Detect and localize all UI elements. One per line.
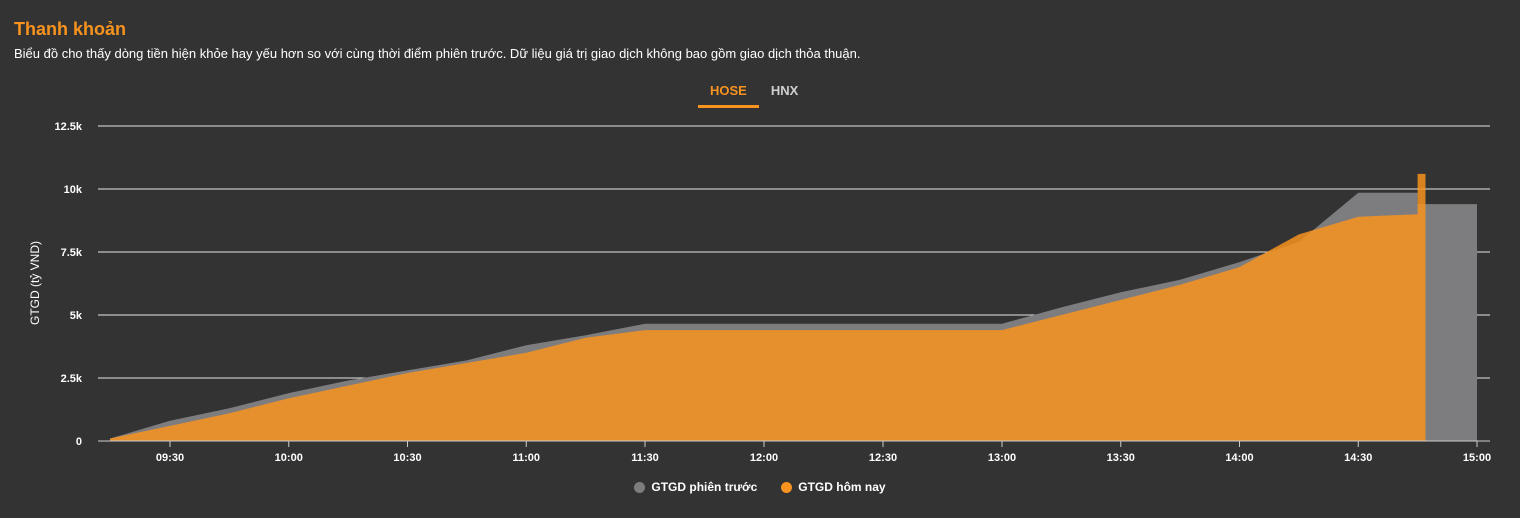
y-tick-label: 10k [64, 184, 83, 196]
axes: 0 2.5k 5k 7.5k 10k 12.5k 09:30 10:00 10:30 11:00 1… [28, 121, 1491, 464]
y-tick-label: 0 [76, 436, 82, 448]
x-tick-label: 11:00 [512, 452, 540, 464]
legend-label-previous: GTGD phiên trước [651, 480, 758, 494]
x-tick-label: 10:00 [275, 452, 303, 464]
exchange-tabs: HOSE HNX [698, 80, 810, 108]
tab-hnx[interactable]: HNX [770, 83, 799, 98]
x-tick-label: 15:00 [1463, 452, 1491, 464]
y-tick-label: 12.5k [54, 121, 82, 133]
x-tick-label: 13:30 [1107, 452, 1135, 464]
area-today [110, 173, 1426, 441]
y-tick-label: 2.5k [61, 373, 83, 385]
x-tick-label: 14:00 [1225, 452, 1253, 464]
x-tick-label: 12:30 [869, 452, 897, 464]
x-tick-label: 13:00 [988, 452, 1016, 464]
series-areas [110, 173, 1477, 441]
legend-dot-today [781, 481, 793, 493]
y-tick-label: 7.5k [61, 247, 83, 259]
x-tick-label: 09:30 [156, 452, 184, 464]
y-axis-title: GTGD (tỷ VND) [28, 241, 42, 325]
x-tick-label: 14:30 [1344, 452, 1372, 464]
chart-subtitle: Biểu đồ cho thấy dòng tiền hiện khỏe hay… [14, 46, 861, 61]
x-tick-label: 12:00 [750, 452, 778, 464]
legend-item-today[interactable]: GTGD hôm nay [781, 480, 886, 494]
y-tick-label: 5k [70, 310, 83, 322]
legend-item-previous[interactable]: GTGD phiên trước [634, 480, 757, 494]
chart-title: Thanh khoản [14, 19, 126, 39]
legend-label-today: GTGD hôm nay [798, 480, 886, 494]
x-tick-label: 11:30 [631, 452, 659, 464]
legend: GTGD phiên trước GTGD hôm nay [0, 480, 1520, 494]
x-tick-label: 10:30 [393, 452, 421, 464]
legend-dot-previous [634, 481, 646, 493]
tab-hose[interactable]: HOSE [698, 80, 759, 108]
